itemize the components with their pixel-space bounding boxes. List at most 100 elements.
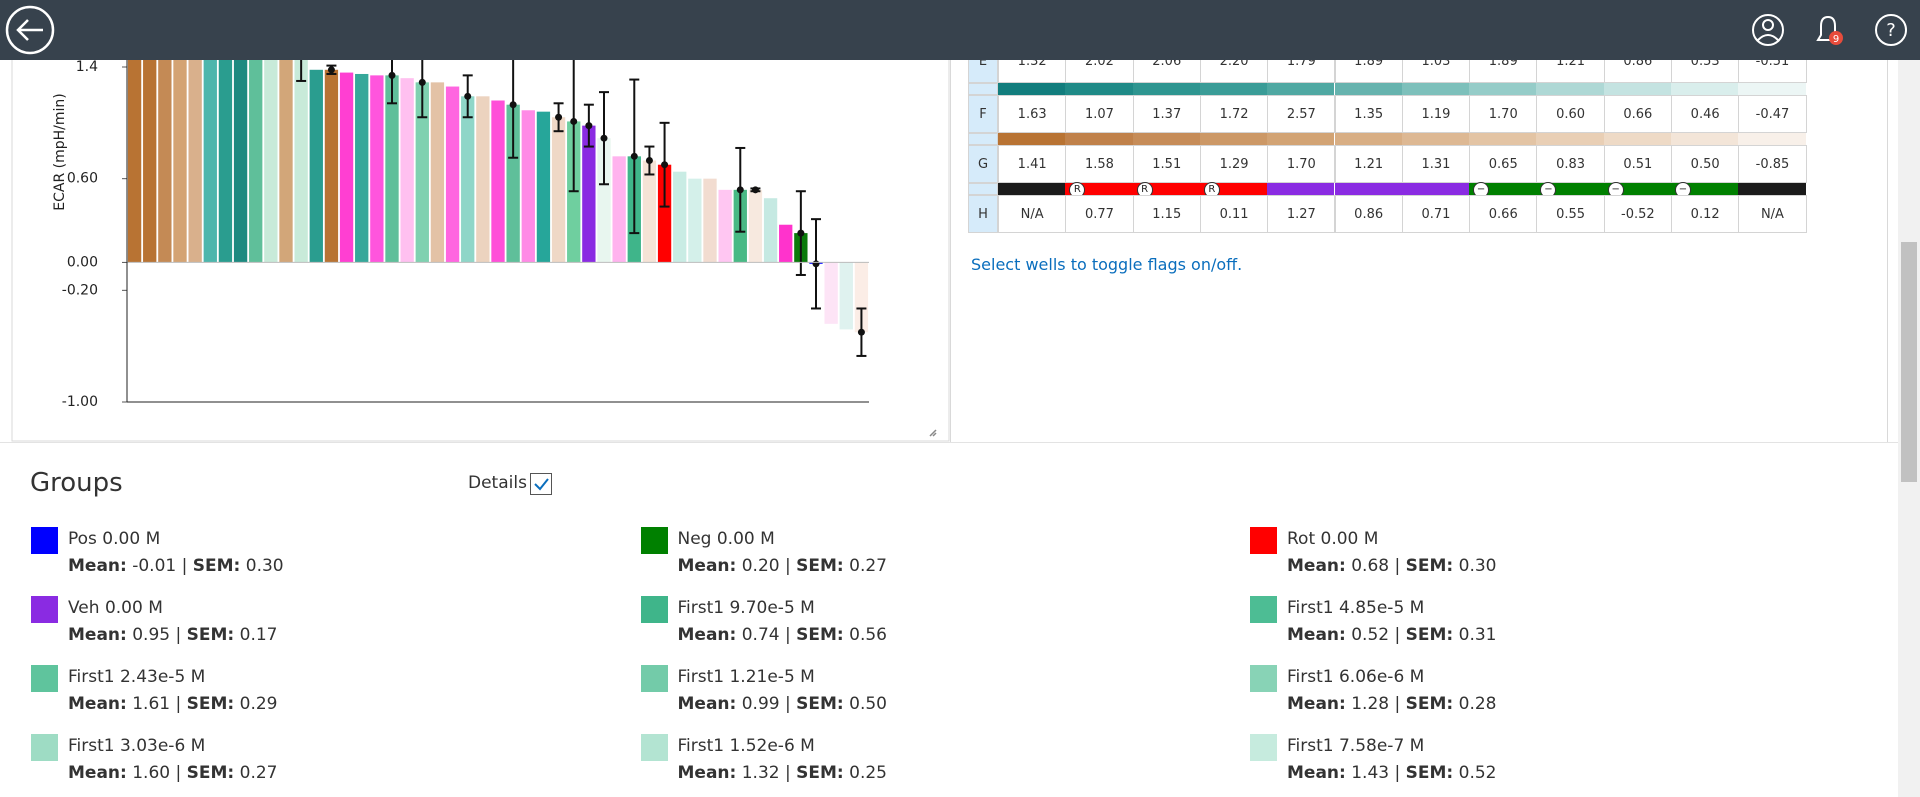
group-item: First1 4.85e-5 M Mean: 0.52 | SEM: 0.31	[1250, 596, 1810, 656]
back-button[interactable]	[5, 5, 55, 55]
table-cell: 0.60	[1536, 95, 1605, 133]
color-strip	[1738, 133, 1806, 145]
sem-label: SEM:	[796, 625, 844, 645]
separator: |	[175, 625, 182, 645]
profile-button[interactable]	[1752, 14, 1784, 46]
color-strip	[1469, 83, 1537, 95]
bar	[612, 156, 626, 263]
mean-value: 0.52	[1351, 625, 1390, 645]
mean-label: Mean:	[68, 694, 127, 714]
groups-section	[0, 442, 1898, 797]
bar	[188, 11, 202, 263]
bar	[127, 11, 142, 263]
table-cell: 0.83	[1536, 145, 1605, 183]
y-tick-label: -1.00	[62, 394, 98, 410]
bar	[476, 96, 490, 263]
bar	[294, 11, 308, 263]
help-button[interactable]: ?	[1875, 14, 1907, 46]
details-label: Details	[468, 473, 527, 493]
mean-label: Mean:	[677, 625, 737, 645]
group-swatch	[640, 665, 668, 692]
group-item: Pos 0.00 M Mean: -0.01 | SEM: 0.30	[31, 527, 591, 587]
y-tick-label: 1.4	[76, 59, 98, 75]
table-cell: 0.86	[1334, 195, 1403, 233]
group-swatch	[640, 734, 668, 761]
table-cell: 0.77	[1065, 195, 1134, 233]
bar	[597, 138, 611, 263]
group-swatch	[31, 596, 58, 623]
group-name: First1 1.52e-6 M	[677, 736, 815, 756]
scroll-thumb[interactable]	[1901, 242, 1917, 482]
color-strip	[998, 83, 1066, 95]
mean-label: Mean:	[677, 556, 737, 576]
bar	[309, 69, 323, 263]
group-stats: Mean: 1.43 | SEM: 0.52	[1287, 761, 1496, 785]
bar	[233, 11, 248, 263]
bar	[445, 86, 460, 263]
separator: |	[1394, 625, 1401, 645]
mean-label: Mean:	[68, 625, 127, 645]
mean-label: Mean:	[1287, 556, 1346, 576]
error-bar	[750, 186, 761, 194]
mean-label: Mean:	[1287, 694, 1346, 714]
error-bar	[659, 121, 670, 208]
notifications-button[interactable]: 9	[1816, 15, 1843, 45]
error-bar	[462, 74, 473, 119]
group-item: First1 1.52e-6 M Mean: 1.32 | SEM: 0.25	[640, 734, 1201, 794]
color-strip	[1671, 133, 1739, 145]
color-strip	[1065, 83, 1133, 95]
table-cell: -0.52	[1603, 195, 1672, 233]
group-name: First1 4.85e-5 M	[1287, 598, 1425, 618]
details-checkbox[interactable]	[530, 473, 552, 495]
bar	[673, 171, 687, 263]
table-cell: 0.11	[1199, 195, 1269, 233]
group-name: First1 2.43e-5 M	[68, 667, 206, 687]
bar	[173, 11, 187, 263]
bar	[203, 11, 217, 263]
resize-handle[interactable]	[929, 429, 937, 437]
mean-label: Mean:	[68, 763, 127, 783]
group-swatch	[1250, 734, 1277, 761]
table-cell: 1.15	[1132, 195, 1201, 233]
color-strip	[1603, 133, 1671, 145]
sem-value: 0.30	[1458, 556, 1497, 576]
mean-value: 0.95	[132, 625, 171, 645]
mean-value: 1.43	[1351, 763, 1390, 783]
group-name: First1 7.58e-7 M	[1287, 736, 1425, 756]
group-name: Veh 0.00 M	[68, 598, 163, 618]
error-bar	[735, 146, 746, 233]
color-strip	[1267, 133, 1335, 145]
sem-value: 0.27	[849, 556, 887, 576]
bar	[582, 125, 596, 263]
group-swatch	[31, 665, 58, 692]
table-cell: 0.50	[1671, 145, 1740, 183]
separator: |	[1394, 556, 1401, 576]
error-bar	[629, 78, 640, 235]
svg-text:?: ?	[1886, 20, 1896, 41]
table-cell: 0.66	[1603, 95, 1672, 133]
sem-value: 0.17	[239, 625, 278, 645]
table-cell: 0.55	[1536, 195, 1605, 233]
mean-label: Mean:	[1287, 763, 1346, 783]
bar	[430, 82, 445, 263]
hint-text: Select wells to toggle flags on/off.	[971, 255, 1243, 274]
table-cell: 1.27	[1267, 195, 1336, 233]
mean-label: Mean:	[677, 763, 737, 783]
bar	[824, 262, 838, 324]
sem-value: 0.28	[1458, 694, 1497, 714]
group-stats: Mean: 0.99 | SEM: 0.50	[678, 692, 887, 716]
color-strip	[998, 183, 1066, 195]
bar	[657, 164, 672, 263]
y-tick-label: -0.20	[62, 282, 98, 298]
separator: |	[1394, 763, 1401, 783]
color-strip	[1738, 183, 1806, 195]
sem-value: 0.29	[239, 694, 278, 714]
bar	[415, 82, 429, 263]
sem-label: SEM:	[796, 763, 844, 783]
bar	[249, 11, 263, 263]
top-bar-icons: 9 ?	[5, 5, 1907, 55]
top-bar: 9 ?	[0, 0, 1920, 60]
bar	[218, 11, 233, 263]
bar	[521, 110, 535, 263]
